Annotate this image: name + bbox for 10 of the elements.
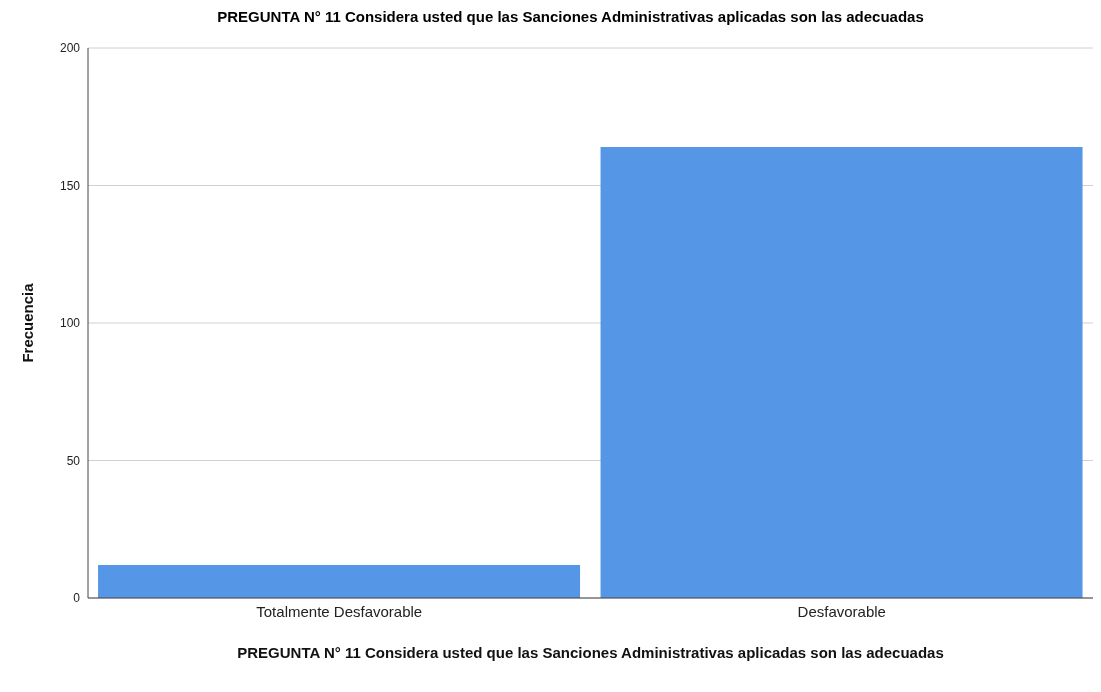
y-tick-label: 50 [66,453,81,468]
x-tick-label: Totalmente Desfavorable [256,602,423,620]
chart-title: PREGUNTA N° 11 Considera usted que las Sanciones Administrativas aplicadas son las adecuadas [216,8,925,27]
y-axis-title: Frecuencia [19,282,37,363]
y-tick-label: 150 [59,178,81,193]
y-tick-label: 0 [73,591,81,606]
y-tick-label: 100 [59,316,81,331]
x-axis-title: PREGUNTA N° 11 Considera usted que las Sanciones Administrativas aplicadas son las adecuadas [237,644,944,661]
y-tick-label: 200 [59,41,81,56]
x-tick-label: Desfavorable [797,602,886,620]
